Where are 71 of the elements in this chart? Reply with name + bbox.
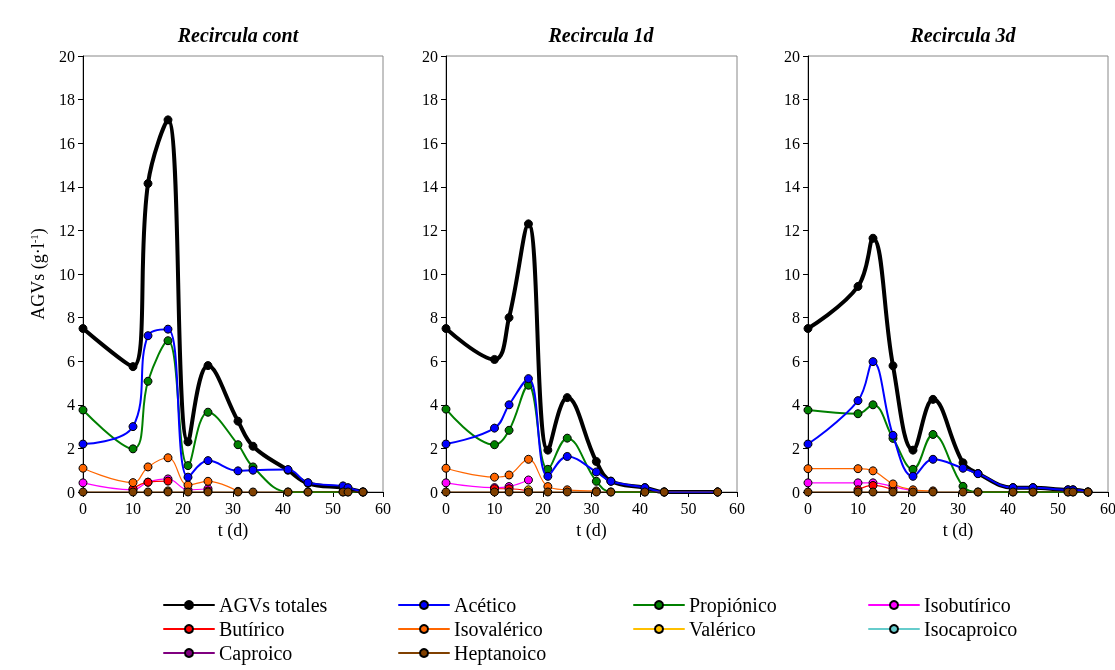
y-tick-label: 0 bbox=[430, 483, 438, 501]
x-tick-label: 0 bbox=[804, 499, 812, 517]
x-tick-label: 60 bbox=[375, 499, 391, 517]
y-tick-label: 12 bbox=[422, 221, 438, 239]
legend-label: Valérico bbox=[689, 618, 756, 640]
y-axis-title: AGVs (g·l-1) bbox=[27, 228, 49, 320]
y-tick-label: 4 bbox=[67, 396, 75, 414]
x-tick-label: 60 bbox=[1100, 499, 1115, 517]
y-tick-label: 16 bbox=[59, 134, 75, 152]
x-tick-label: 10 bbox=[850, 499, 866, 517]
legend-label: AGVs totales bbox=[219, 594, 328, 616]
x-tick-label: 30 bbox=[225, 499, 241, 517]
y-tick-label: 14 bbox=[422, 178, 438, 196]
legend-label: Caproico bbox=[219, 642, 293, 665]
y-tick-label: 4 bbox=[430, 396, 438, 414]
x-tick-label: 30 bbox=[583, 499, 600, 517]
legend-label: Propiónico bbox=[689, 594, 777, 617]
legend-label: Butírico bbox=[219, 618, 285, 640]
x-tick-label: 20 bbox=[900, 499, 916, 517]
y-tick-label: 16 bbox=[422, 134, 438, 152]
x-tick-label: 20 bbox=[175, 499, 191, 517]
legend-label: Isobutírico bbox=[924, 594, 1011, 616]
y-tick-label: 10 bbox=[59, 265, 75, 283]
y-tick-label: 18 bbox=[784, 91, 800, 109]
legend-label: Heptanoico bbox=[454, 642, 547, 665]
y-tick-label: 2 bbox=[792, 439, 800, 457]
y-tick-label: 10 bbox=[784, 265, 800, 283]
x-tick-label: 50 bbox=[325, 499, 341, 517]
y-tick-label: 14 bbox=[784, 178, 800, 196]
y-tick-label: 20 bbox=[59, 47, 75, 65]
y-tick-label: 20 bbox=[422, 47, 438, 65]
chart-title: Recircula cont bbox=[176, 24, 300, 46]
x-axis-title: t (d) bbox=[942, 519, 974, 541]
x-tick-label: 10 bbox=[486, 499, 503, 517]
x-tick-label: 20 bbox=[535, 499, 551, 517]
x-tick-label: 60 bbox=[729, 499, 745, 517]
x-tick-label: 10 bbox=[125, 499, 141, 517]
x-axis-title: t (d) bbox=[217, 519, 249, 541]
x-tick-label: 50 bbox=[680, 499, 697, 517]
y-tick-label: 12 bbox=[59, 221, 75, 239]
y-tick-label: 6 bbox=[430, 352, 438, 370]
y-tick-label: 20 bbox=[784, 47, 800, 65]
x-tick-label: 0 bbox=[79, 499, 87, 517]
x-tick-label: 0 bbox=[442, 499, 450, 517]
x-tick-label: 30 bbox=[950, 499, 966, 517]
legend-label: Acético bbox=[454, 594, 517, 616]
y-tick-label: 18 bbox=[422, 91, 438, 109]
y-tick-label: 14 bbox=[59, 178, 75, 196]
chart-title: Recircula 3d bbox=[909, 24, 1017, 46]
y-tick-label: 0 bbox=[67, 483, 75, 501]
y-tick-label: 16 bbox=[784, 134, 800, 152]
y-tick-label: 4 bbox=[792, 396, 800, 414]
y-tick-label: 12 bbox=[784, 221, 800, 239]
y-tick-label: 8 bbox=[430, 309, 438, 327]
y-tick-label: 8 bbox=[67, 309, 75, 327]
y-tick-label: 10 bbox=[422, 265, 438, 283]
x-axis-title: t (d) bbox=[576, 519, 607, 541]
y-tick-label: 18 bbox=[59, 91, 75, 109]
y-tick-label: 2 bbox=[67, 439, 75, 457]
y-tick-label: 6 bbox=[792, 352, 800, 370]
x-tick-label: 40 bbox=[632, 499, 648, 517]
chart-title: Recircula 1d bbox=[547, 24, 655, 46]
x-tick-label: 50 bbox=[1050, 499, 1066, 517]
x-tick-label: 40 bbox=[1000, 499, 1016, 517]
x-tick-label: 40 bbox=[275, 499, 291, 517]
y-tick-label: 6 bbox=[67, 352, 75, 370]
y-tick-label: 0 bbox=[792, 483, 800, 501]
legend-label: Isovalérico bbox=[454, 618, 543, 640]
y-tick-label: 8 bbox=[792, 309, 800, 327]
y-tick-label: 2 bbox=[430, 439, 438, 457]
legend-label: Isocaproico bbox=[924, 618, 1018, 641]
